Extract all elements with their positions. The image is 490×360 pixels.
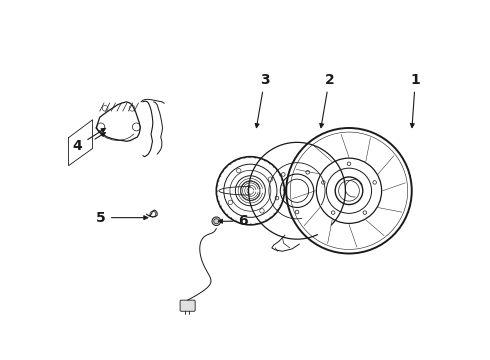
- FancyBboxPatch shape: [180, 300, 195, 311]
- Text: 4: 4: [73, 129, 105, 153]
- Text: 5: 5: [96, 211, 148, 225]
- Text: 6: 6: [219, 214, 248, 228]
- Circle shape: [212, 217, 220, 226]
- Text: 1: 1: [410, 73, 420, 127]
- Text: 2: 2: [320, 73, 334, 128]
- Text: 3: 3: [255, 73, 270, 128]
